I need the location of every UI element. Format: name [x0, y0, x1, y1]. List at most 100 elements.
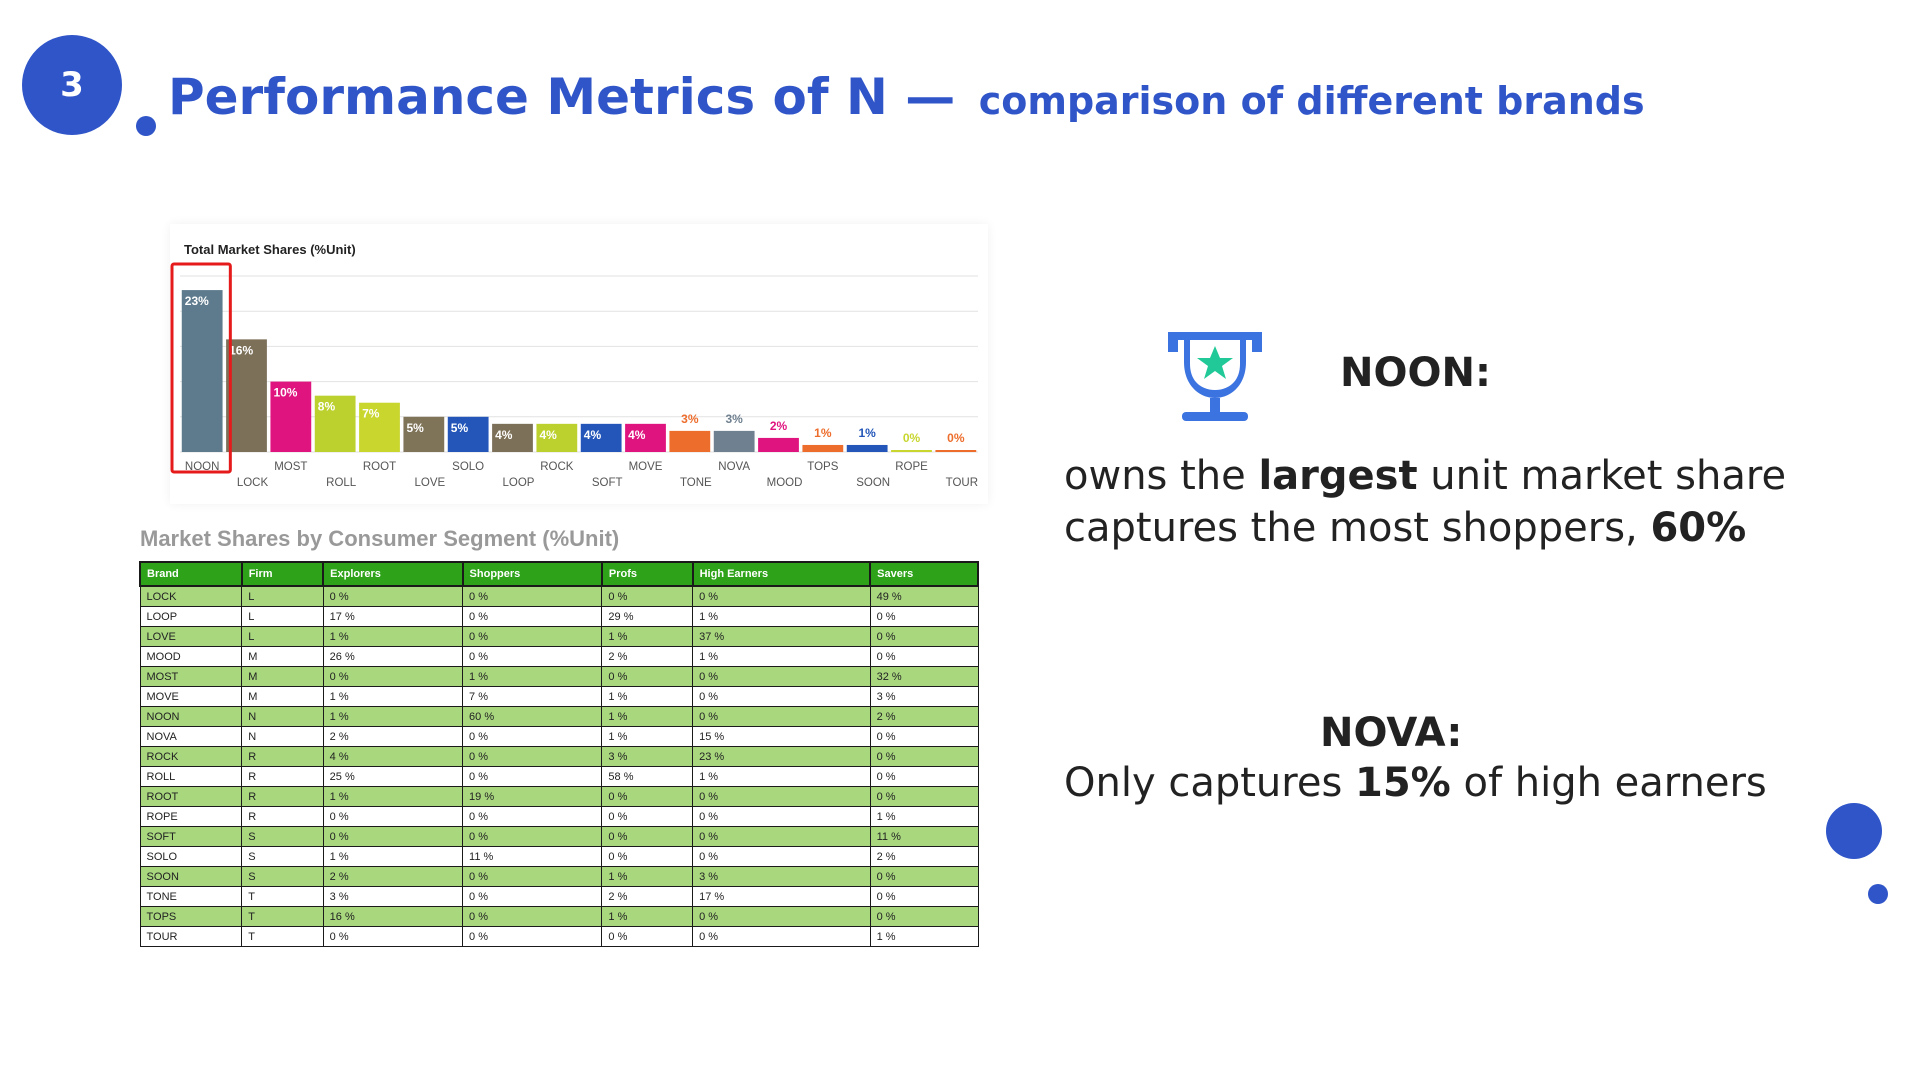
nova-line-post: of high earners [1450, 760, 1767, 806]
table-cell: L [241, 626, 324, 647]
table-row: ROLL R 25 % 0 % 58 % 1 % 0 % [139, 766, 979, 787]
chart-bar-love [403, 416, 445, 452]
chart-data-label: 10% [273, 386, 297, 400]
table-cell: R [241, 806, 324, 827]
chart-bar-tour [935, 450, 977, 452]
noon-highlight-box [170, 262, 232, 474]
table-row: ROOT R 1 % 19 % 0 % 0 % 0 % [139, 786, 979, 807]
table-row: MOVE M 1 % 7 % 1 % 0 % 3 % [139, 686, 979, 707]
table-cell: 2 % [322, 726, 464, 747]
chart-bar-lock [226, 339, 267, 452]
slide-number: 3 [60, 65, 84, 105]
table-cell: R [241, 746, 324, 767]
nova-label: NOVA: [1320, 710, 1463, 756]
table-row: NOON N 1 % 60 % 1 % 0 % 2 % [139, 706, 979, 727]
table-cell: 11 % [462, 846, 603, 867]
chart-category-label: LOVE [414, 477, 445, 489]
table-cell: S [241, 866, 324, 887]
table-cell: 0 % [462, 766, 603, 787]
table-cell: 23 % [692, 746, 871, 767]
chart-bar-root [359, 402, 400, 452]
slide-title-sub: comparison of different brands [978, 79, 1645, 123]
table-cell: 1 % [322, 686, 464, 707]
table-cell: 0 % [692, 666, 871, 687]
table-cell: 1 % [692, 606, 871, 627]
table-cell: N [241, 706, 324, 727]
table-cell: 0 % [869, 866, 979, 887]
table-cell: S [241, 846, 324, 867]
chart-bar-nova [713, 430, 755, 452]
nova-description: Only captures 15% of high earners [1064, 760, 1767, 806]
decorative-dot-small [1868, 884, 1888, 904]
table-cell: 26 % [322, 646, 464, 667]
table-cell: 0 % [692, 926, 871, 947]
chart-bar-tone [669, 430, 711, 452]
table-cell: 1 % [601, 726, 694, 747]
chart-category-label: SOFT [592, 477, 623, 489]
trophy-star-icon [1160, 322, 1270, 432]
chart-category-label: LOCK [237, 477, 269, 489]
chart-category-label: ROPE [895, 461, 928, 473]
chart-data-label: 4% [584, 428, 602, 442]
chart-category-label: TOUR [946, 477, 978, 489]
table-cell: M [241, 666, 324, 687]
table-row: SOON S 2 % 0 % 1 % 3 % 0 % [139, 866, 979, 887]
table-cell: 2 % [322, 866, 464, 887]
header-explorers: Explorers [322, 561, 464, 587]
table-cell: 2 % [601, 646, 694, 667]
slide-number-badge: 3 [22, 35, 122, 135]
table-row: ROCK R 4 % 0 % 3 % 23 % 0 % [139, 746, 979, 767]
chart-bar-rope [891, 450, 932, 452]
table-cell: 0 % [692, 826, 871, 847]
noon-line-2: captures the most shoppers, 60% [1064, 502, 1786, 554]
table-cell: 0 % [692, 806, 871, 827]
noon-label: NOON: [1340, 350, 1491, 396]
table-cell: 3 % [601, 746, 694, 767]
table-row: TOUR T 0 % 0 % 0 % 0 % 1 % [139, 926, 979, 947]
chart-category-label: MOST [274, 461, 307, 473]
table-cell: 0 % [462, 626, 603, 647]
table-cell: 0 % [869, 626, 979, 647]
noon-line1-post: unit market share [1417, 453, 1787, 499]
table-cell: 0 % [601, 846, 694, 867]
table-cell: 0 % [462, 906, 603, 927]
table-cell: 1 % [601, 686, 694, 707]
table-row: SOLO S 1 % 11 % 0 % 0 % 2 % [139, 846, 979, 867]
chart-data-label: 4% [628, 428, 646, 442]
table-cell: TONE [139, 886, 243, 907]
table-cell: 11 % [869, 826, 979, 847]
table-cell: 0 % [692, 585, 871, 607]
chart-data-label: 4% [539, 428, 557, 442]
chart-category-label: NOON [185, 461, 220, 473]
table-cell: 0 % [462, 606, 603, 627]
chart-data-label: 3% [725, 412, 743, 426]
table-cell: 0 % [869, 786, 979, 807]
header-high-earners: High Earners [691, 561, 872, 587]
table-cell: 0 % [692, 686, 871, 707]
market-share-chart-svg: Total Market Shares (%Unit) 23% NOON 16% LO… [170, 242, 978, 489]
table-cell: 0 % [462, 746, 603, 767]
chart-category-label: TOPS [807, 461, 838, 473]
table-cell: 0 % [462, 826, 603, 847]
table-cell: 19 % [462, 786, 603, 807]
table-cell: 1 % [601, 626, 694, 647]
table-cell: 3 % [692, 866, 871, 887]
table-cell: 0 % [462, 926, 603, 947]
chart-bar-tops [802, 444, 844, 452]
table-cell: 3 % [322, 886, 464, 907]
table-cell: 1 % [322, 626, 464, 647]
segment-table: Brand Firm Explorers Shoppers Profs High Earn… [139, 561, 979, 947]
table-cell: 0 % [322, 926, 464, 947]
chart-bar-rock [536, 423, 578, 452]
chart-data-label: 7% [362, 407, 380, 421]
table-cell: ROLL [139, 766, 243, 787]
slide-title: Performance Metrics of N — comparison of… [168, 68, 1645, 126]
header-shoppers: Shoppers [461, 561, 603, 587]
noon-line2-bold: 60% [1650, 505, 1747, 551]
chart-data-label: 1% [814, 426, 832, 440]
chart-data-label: 5% [451, 421, 469, 435]
nova-line-bold: 15% [1355, 760, 1451, 806]
segment-table-title: Market Shares by Consumer Segment (%Unit… [140, 526, 620, 551]
table-cell-highlight: 60 % [462, 706, 603, 727]
table-cell: TOPS [139, 906, 243, 927]
